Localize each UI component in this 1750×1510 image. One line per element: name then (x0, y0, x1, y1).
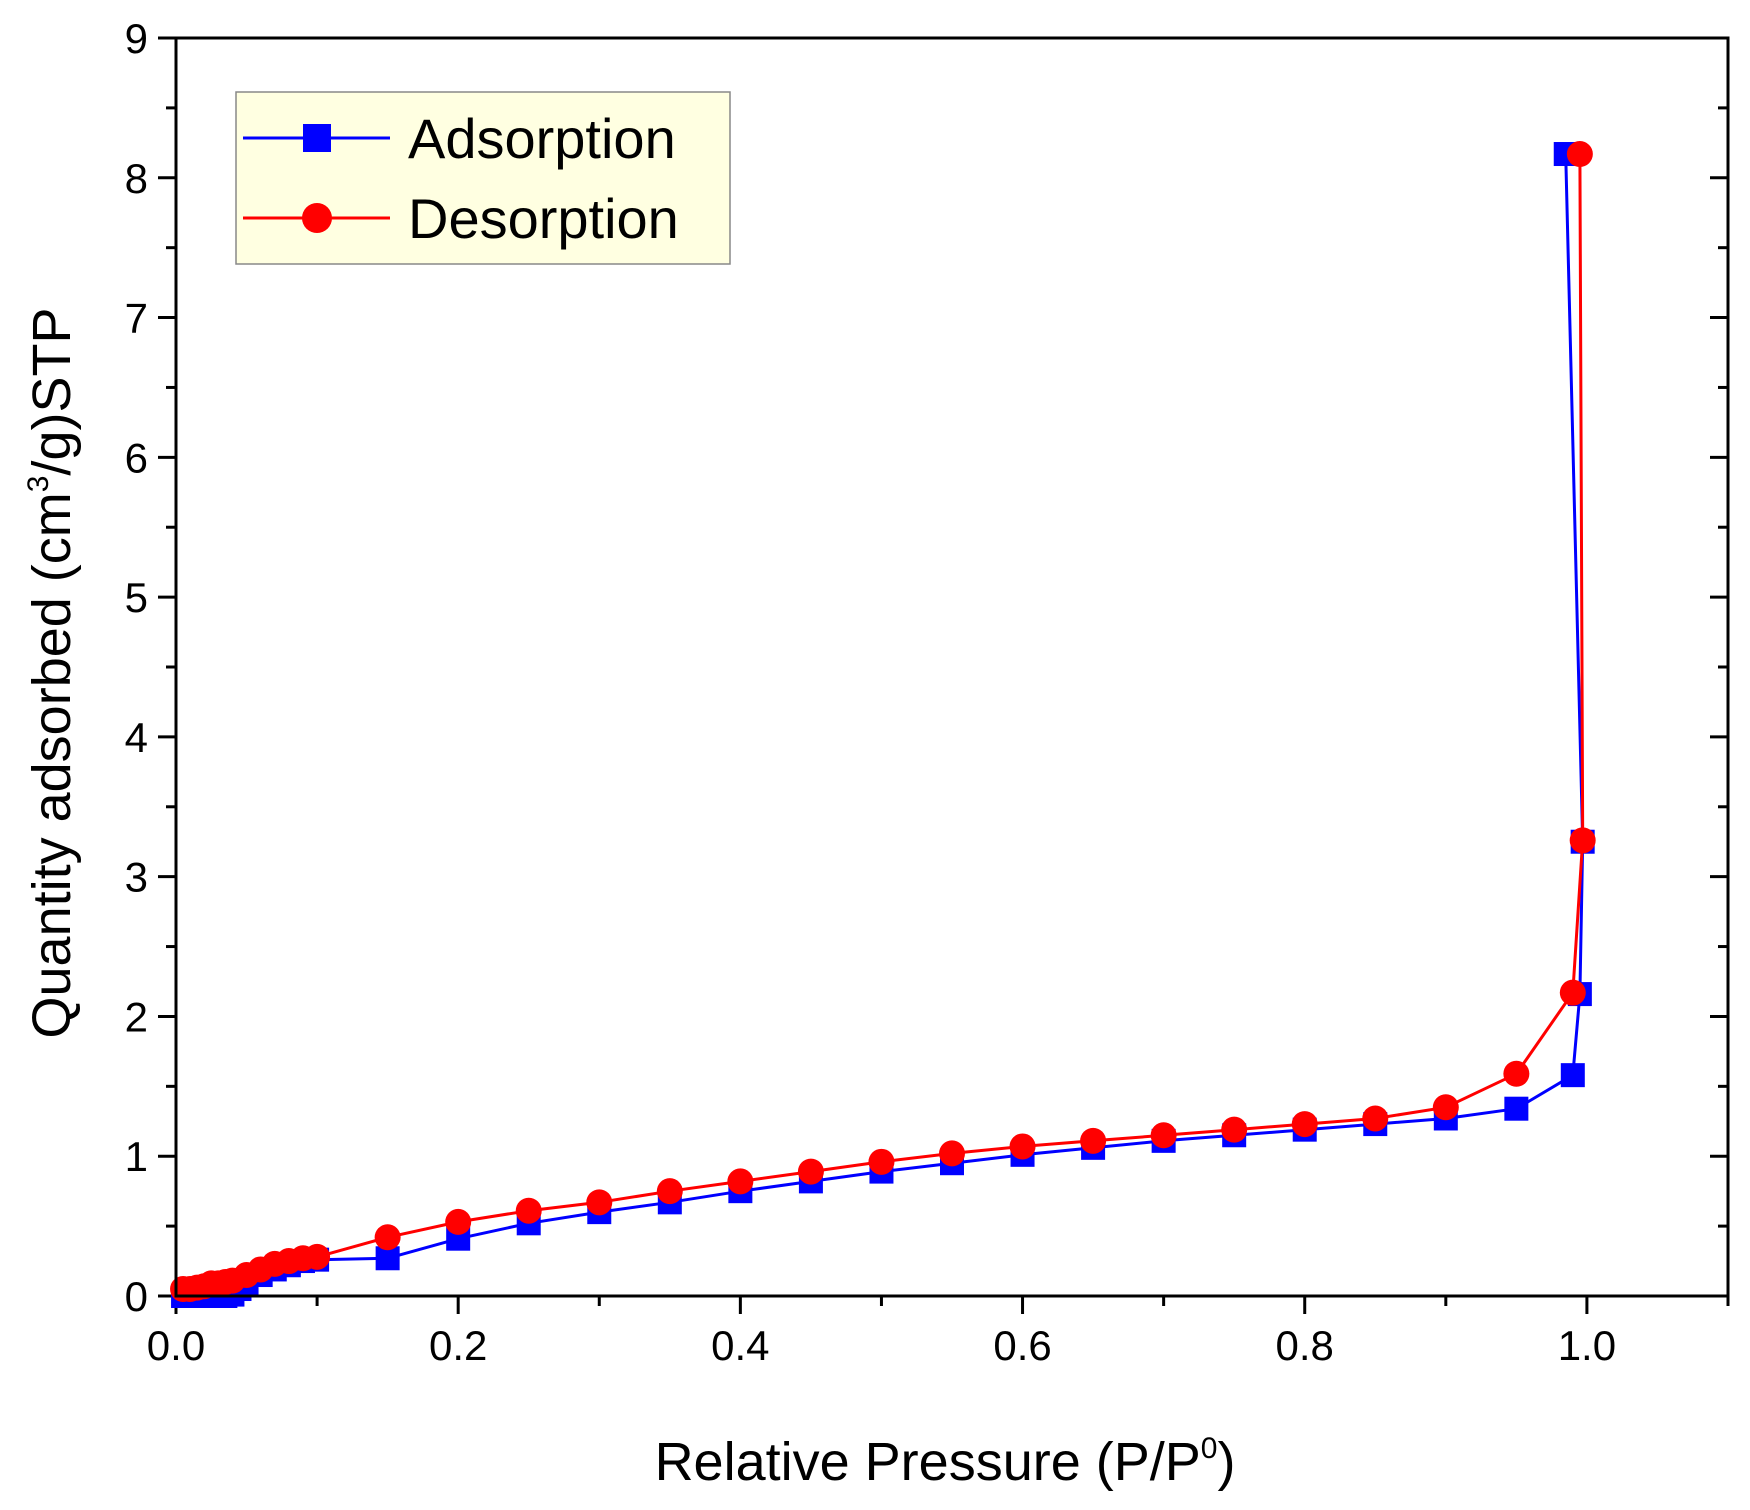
legend-label-adsorption: Adsorption (408, 107, 676, 170)
desorption-point (1503, 1060, 1530, 1087)
desorption-point (1559, 979, 1586, 1006)
legend-item-desorption: Desorption (243, 187, 679, 250)
y-tick-label: 1 (125, 1133, 148, 1180)
desorption-point (656, 1178, 683, 1205)
desorption-point (1221, 1116, 1248, 1143)
plot-area-frame (174, 36, 1730, 1298)
x-tick-label: 0.4 (711, 1322, 769, 1369)
y-tick-label: 5 (125, 574, 148, 621)
legend-marker-square-icon (303, 124, 331, 152)
y-tick-label: 8 (125, 155, 148, 202)
series-desorption (170, 141, 1596, 1303)
adsorption-point (1504, 1096, 1529, 1121)
series-layer (170, 141, 1596, 1308)
desorption-point (374, 1224, 401, 1251)
series-adsorption (171, 142, 1595, 1308)
legend-label-desorption: Desorption (408, 187, 679, 250)
desorption-point (797, 1158, 824, 1185)
desorption-point (1362, 1105, 1389, 1132)
x-tick-label: 0.6 (993, 1322, 1051, 1369)
desorption-point (1432, 1094, 1459, 1121)
x-axis-ticks (174, 1296, 1730, 1314)
legend: Adsorption Desorption (235, 91, 731, 265)
y-tick-label: 9 (125, 15, 148, 62)
desorption-point (939, 1140, 965, 1167)
x-tick-label: 0.8 (1276, 1322, 1334, 1369)
desorption-point (1080, 1127, 1107, 1154)
x-tick-label: 0.2 (429, 1322, 487, 1369)
tick-labels: 0.0 0.2 0.4 0.6 0.8 1.0 0 1 2 3 4 5 6 7 8 9 (125, 15, 1616, 1369)
desorption-point (1150, 1122, 1177, 1149)
y-tick-label: 6 (125, 434, 148, 481)
adsorption-point (1560, 1063, 1585, 1088)
desorption-point (868, 1148, 895, 1175)
y-tick-label: 3 (125, 854, 148, 901)
y-tick-label: 2 (125, 993, 148, 1040)
x-tick-label: 0.0 (147, 1322, 205, 1369)
desorption-point (586, 1189, 613, 1216)
x-tick-label: 1.0 (1558, 1322, 1616, 1369)
desorption-point (515, 1197, 542, 1224)
desorption-point (1009, 1133, 1036, 1160)
desorption-point (1566, 141, 1593, 168)
x-axis-title: Relative Pressure (P/P0) (655, 1432, 1236, 1492)
legend-item-adsorption: Adsorption (243, 107, 676, 170)
desorption-point (445, 1208, 472, 1235)
desorption-point (170, 1276, 197, 1303)
legend-box (235, 91, 731, 265)
legend-marker-circle-icon (302, 203, 332, 233)
y-axis-title: Quantity adsorbed (cm3/g)STP (22, 308, 82, 1039)
y-tick-label: 4 (125, 714, 148, 761)
desorption-point (1291, 1111, 1318, 1138)
y-tick-label: 0 (125, 1273, 148, 1320)
desorption-point (1569, 827, 1596, 854)
y-tick-label: 7 (125, 295, 148, 342)
desorption-point (727, 1168, 754, 1195)
